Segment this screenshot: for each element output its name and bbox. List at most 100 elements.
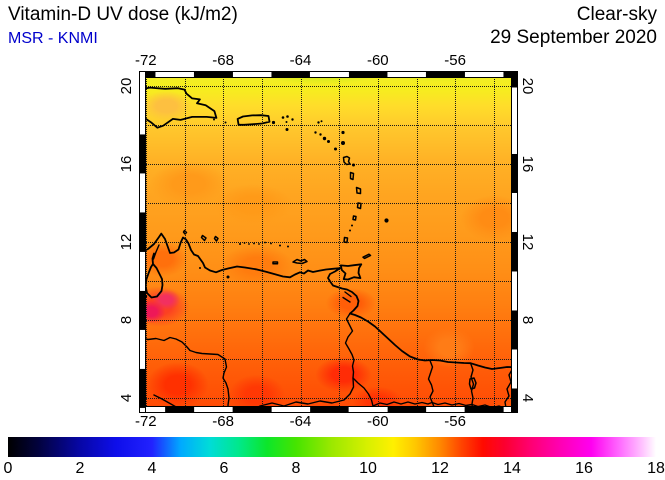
- country-border: [427, 359, 436, 412]
- island-outline: [349, 171, 355, 181]
- small-island-dot: [258, 243, 260, 245]
- colorbar-tick-label: 18: [647, 460, 665, 477]
- small-island-dot: [314, 131, 317, 134]
- island-outline: [213, 235, 219, 242]
- coastline: [236, 114, 271, 126]
- lat-tick-label-right: 12: [519, 233, 536, 251]
- lon-tick-label-bottom: -72: [134, 413, 157, 430]
- map-frame-left: [140, 72, 146, 412]
- lat-tick-label-right: 8: [519, 315, 536, 325]
- lon-tick-label-top: -68: [212, 52, 234, 69]
- small-island-dot: [285, 121, 288, 123]
- lon-tick-label-bottom: -56: [444, 413, 466, 430]
- small-island-dot: [199, 267, 201, 269]
- small-island-dot: [349, 229, 351, 232]
- gridline-parallel: [140, 202, 517, 204]
- map-frame-top: [140, 72, 517, 78]
- coastline: [144, 252, 164, 299]
- country-border: [342, 296, 351, 303]
- gridline-parallel: [140, 359, 517, 361]
- small-island-dot: [341, 141, 345, 145]
- country-border: [469, 362, 475, 411]
- lon-tick-label-bottom: -68: [212, 413, 234, 430]
- gridline-parallel: [140, 124, 517, 126]
- map-frame-right: [511, 72, 517, 412]
- country-border: [140, 336, 230, 412]
- coastlines-overlay: [140, 86, 517, 412]
- small-island-dot: [352, 163, 355, 167]
- small-island-dot: [253, 242, 255, 245]
- coastline: [339, 263, 363, 281]
- small-island-dot: [279, 244, 281, 247]
- figure-title: Vitamin-D UV dose (kJ/m2): [8, 4, 238, 25]
- gridline-parallel: [140, 163, 517, 165]
- island-outline: [356, 202, 362, 210]
- figure-date: 29 September 2020: [490, 27, 657, 48]
- colorbar-gradient: [8, 437, 656, 457]
- small-island-dot: [286, 115, 289, 118]
- figure-source-label: MSR - KNMI: [8, 30, 98, 47]
- small-island-dot: [248, 243, 250, 245]
- lat-tick-label-right: 4: [519, 394, 536, 403]
- colorbar-tick-label: 16: [575, 460, 593, 477]
- island-outline: [355, 186, 362, 195]
- small-island-dot: [319, 133, 322, 136]
- coastline: [140, 232, 517, 370]
- lon-tick-label-bottom: -64: [289, 413, 312, 430]
- small-island-dot: [322, 136, 327, 141]
- country-border: [504, 367, 514, 409]
- island-outline: [182, 229, 188, 235]
- small-island-dot: [213, 118, 215, 121]
- island-outline: [352, 215, 357, 221]
- lon-tick-label-bottom: -60: [366, 413, 389, 430]
- colorbar-tick-label: 10: [359, 460, 377, 477]
- colorbar-tick-label: 8: [291, 460, 301, 477]
- small-island-dot: [271, 120, 276, 125]
- colorbar-tick-label: 2: [75, 460, 85, 477]
- sky-condition-label: Clear-sky: [576, 4, 657, 25]
- lat-tick-label-left: 20: [118, 77, 135, 95]
- small-island-dot: [281, 116, 285, 119]
- lon-tick-label-top: -72: [134, 52, 157, 69]
- colorbar-tick-label: 14: [503, 460, 521, 477]
- gridline-parallel: [140, 398, 517, 400]
- small-island-dot: [287, 245, 289, 248]
- coastline: [140, 86, 218, 129]
- lat-tick-label-left: 4: [118, 394, 135, 403]
- small-island-dot: [334, 147, 337, 151]
- small-island-dot: [224, 121, 227, 124]
- island-outline: [342, 155, 351, 166]
- lat-tick-label-left: 12: [118, 233, 135, 251]
- island-outline: [468, 377, 477, 390]
- small-island-dot: [291, 118, 294, 121]
- lon-tick-label-top: -64: [289, 52, 312, 69]
- gridline-parallel: [140, 242, 517, 243]
- country-border: [152, 244, 160, 260]
- map-plot-area: [140, 72, 517, 412]
- colorbar-tick-label: 4: [147, 460, 157, 477]
- small-island-dot: [351, 224, 353, 227]
- small-island-dot: [239, 243, 241, 245]
- gridline-parallel: [140, 320, 517, 322]
- small-island-dot: [264, 241, 266, 244]
- island-outline: [362, 253, 372, 260]
- map-gridlines: [140, 72, 517, 412]
- small-island-dot: [270, 242, 272, 245]
- small-island-dot: [341, 130, 345, 135]
- island-outline: [200, 234, 207, 242]
- gridline-parallel: [140, 281, 517, 283]
- lon-tick-label-top: -56: [444, 52, 466, 69]
- lat-tick-label-right: 20: [519, 77, 536, 95]
- island-outline: [292, 258, 308, 265]
- colorbar-tick-label: 12: [431, 460, 449, 477]
- colorbar-tick-label: 0: [3, 460, 13, 477]
- small-island-dot: [243, 242, 246, 244]
- lat-tick-label-left: 16: [118, 155, 135, 173]
- small-island-dot: [285, 128, 289, 131]
- lat-tick-label-left: 8: [118, 315, 135, 325]
- island-outline: [343, 236, 349, 244]
- lat-tick-label-right: 16: [519, 155, 536, 173]
- map-frame-bottom: [140, 406, 517, 412]
- small-island-dot: [327, 140, 330, 143]
